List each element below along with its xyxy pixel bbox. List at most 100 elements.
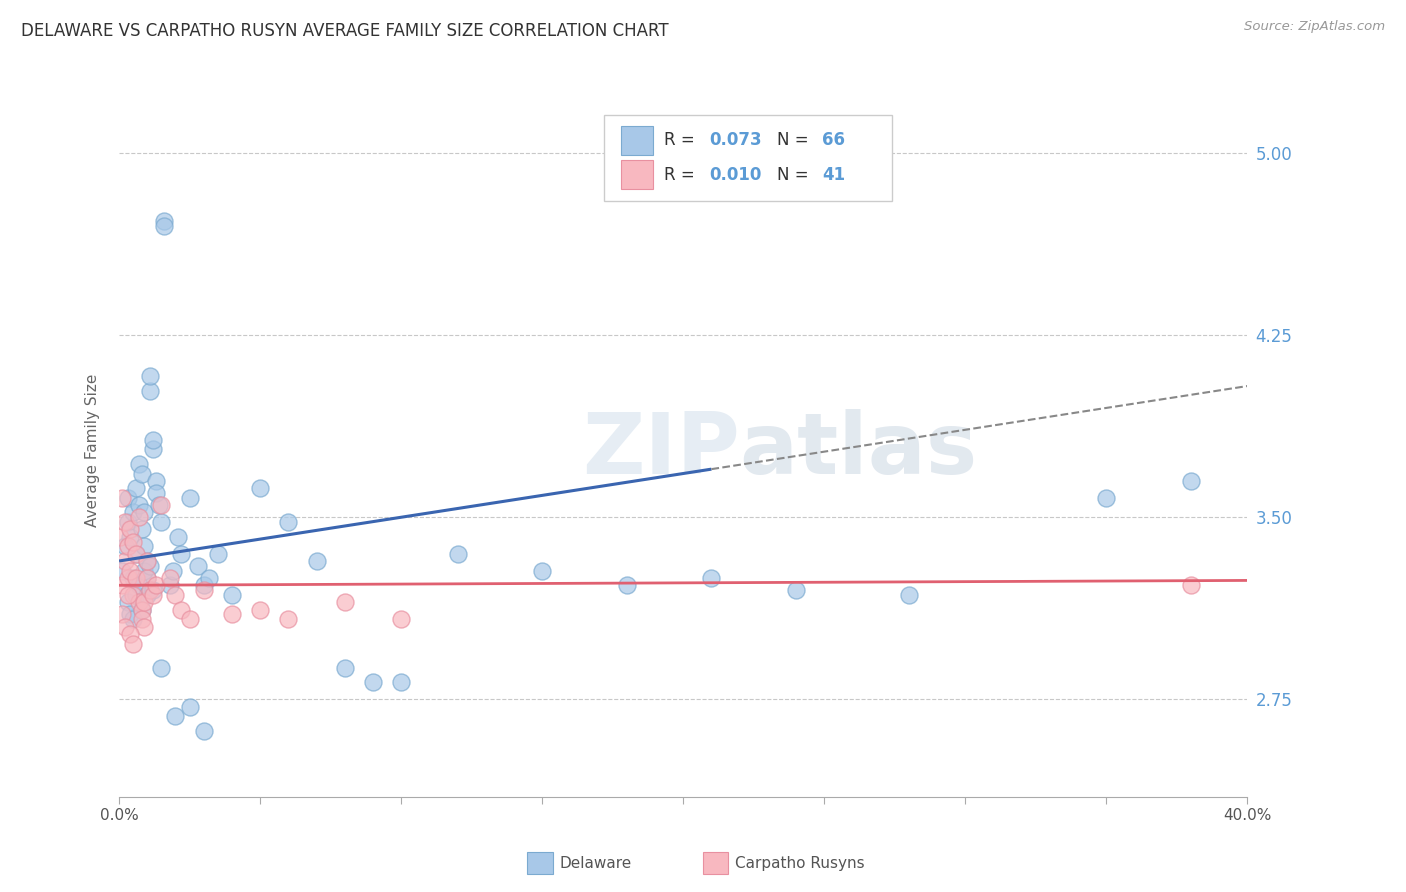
Point xyxy=(117,491,139,505)
Point xyxy=(170,602,193,616)
Text: DELAWARE VS CARPATHO RUSYN AVERAGE FAMILY SIZE CORRELATION CHART: DELAWARE VS CARPATHO RUSYN AVERAGE FAMIL… xyxy=(21,22,669,40)
Point xyxy=(249,481,271,495)
Point xyxy=(125,588,148,602)
Point xyxy=(125,547,148,561)
Point xyxy=(128,457,150,471)
Point xyxy=(111,491,134,505)
Point xyxy=(110,530,132,544)
Text: R =: R = xyxy=(664,166,700,184)
Point xyxy=(162,564,184,578)
Point xyxy=(114,554,136,568)
Point xyxy=(159,571,181,585)
Point xyxy=(153,219,176,233)
Point xyxy=(207,547,229,561)
Point xyxy=(125,571,148,585)
Point xyxy=(117,595,139,609)
Point xyxy=(122,505,145,519)
Point xyxy=(131,602,153,616)
Point xyxy=(134,564,156,578)
Text: 0.010: 0.010 xyxy=(709,166,762,184)
Point xyxy=(167,530,190,544)
Point xyxy=(361,675,384,690)
Point xyxy=(193,583,215,598)
Point xyxy=(136,571,159,585)
Point xyxy=(150,515,173,529)
Point xyxy=(139,558,162,573)
Point xyxy=(179,612,201,626)
Point xyxy=(1180,578,1202,592)
Point xyxy=(159,578,181,592)
Point xyxy=(117,588,139,602)
Point xyxy=(153,214,176,228)
Point xyxy=(128,510,150,524)
Point xyxy=(150,498,173,512)
Point xyxy=(198,571,221,585)
Point xyxy=(1180,474,1202,488)
Point xyxy=(136,588,159,602)
Point xyxy=(150,661,173,675)
Point xyxy=(122,534,145,549)
Text: 41: 41 xyxy=(823,166,845,184)
Point xyxy=(145,578,167,592)
Point xyxy=(145,474,167,488)
Y-axis label: Average Family Size: Average Family Size xyxy=(86,374,100,527)
Point xyxy=(139,583,162,598)
Point xyxy=(122,637,145,651)
Point xyxy=(616,578,638,592)
Text: ZIP: ZIP xyxy=(582,409,740,491)
Point xyxy=(131,467,153,481)
Text: 66: 66 xyxy=(823,131,845,149)
Point xyxy=(333,661,356,675)
Point xyxy=(139,384,162,398)
Point xyxy=(120,523,142,537)
Point xyxy=(114,515,136,529)
Point xyxy=(128,578,150,592)
Point xyxy=(187,558,209,573)
Point xyxy=(277,612,299,626)
Point xyxy=(333,595,356,609)
Text: N =: N = xyxy=(778,131,814,149)
Point xyxy=(122,571,145,585)
Point xyxy=(134,540,156,554)
FancyBboxPatch shape xyxy=(621,161,652,189)
Point xyxy=(111,578,134,592)
Point xyxy=(114,619,136,633)
Point xyxy=(114,540,136,554)
Point xyxy=(389,675,412,690)
Point xyxy=(179,699,201,714)
Point xyxy=(128,498,150,512)
Point xyxy=(117,571,139,585)
Point xyxy=(145,486,167,500)
Point xyxy=(131,602,153,616)
Point xyxy=(193,578,215,592)
Text: Delaware: Delaware xyxy=(560,856,631,871)
Point xyxy=(148,498,170,512)
Point xyxy=(117,515,139,529)
Point xyxy=(136,554,159,568)
Point xyxy=(170,547,193,561)
Point xyxy=(531,564,554,578)
Point xyxy=(193,724,215,739)
Point xyxy=(142,588,165,602)
Point xyxy=(165,588,187,602)
Text: atlas: atlas xyxy=(740,409,979,491)
Point xyxy=(221,588,243,602)
Point xyxy=(700,571,723,585)
Text: Carpatho Rusyns: Carpatho Rusyns xyxy=(735,856,865,871)
FancyBboxPatch shape xyxy=(605,114,891,202)
Point xyxy=(142,442,165,457)
Point xyxy=(179,491,201,505)
Point xyxy=(142,583,165,598)
Point xyxy=(249,602,271,616)
Text: 0.073: 0.073 xyxy=(709,131,762,149)
Point xyxy=(1095,491,1118,505)
Point xyxy=(125,547,148,561)
Point xyxy=(136,554,159,568)
Point xyxy=(142,433,165,447)
Point xyxy=(111,607,134,622)
Point xyxy=(122,612,145,626)
Point xyxy=(221,607,243,622)
Point xyxy=(120,530,142,544)
FancyBboxPatch shape xyxy=(621,126,652,154)
Point xyxy=(120,564,142,578)
